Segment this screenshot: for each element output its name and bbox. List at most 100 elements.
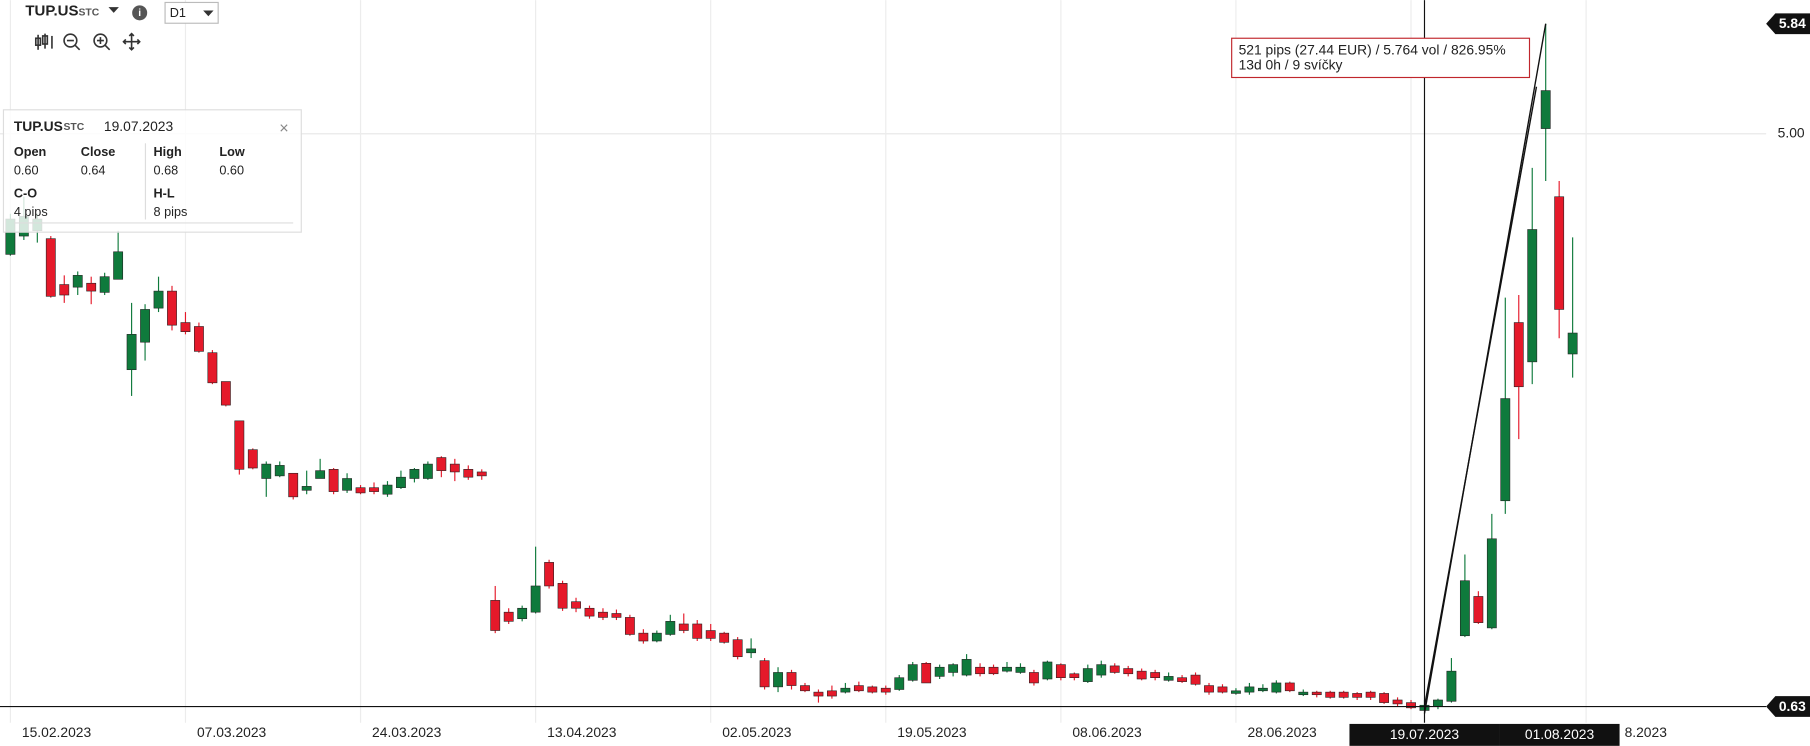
candle-body xyxy=(1123,668,1134,675)
candle-body xyxy=(624,617,635,635)
timeframe-dropdown xyxy=(203,10,214,17)
candle-body xyxy=(1217,686,1228,693)
candle-body xyxy=(1284,682,1295,692)
symbol[interactable]: TUP.US xyxy=(25,3,78,20)
candle-body xyxy=(880,687,891,693)
measure-text: 521 pips (27.44 EUR) / 5.764 vol / 826.9… xyxy=(1239,42,1506,58)
tooltip-label: Open xyxy=(14,145,46,159)
candle-body xyxy=(1298,691,1309,696)
x-tick-label: 19.07.2023 xyxy=(1390,726,1460,742)
x-tick-label: 08.06.2023 xyxy=(1072,724,1142,740)
candle-body xyxy=(598,611,608,618)
x-tick-label: 01.08.2023 xyxy=(1525,726,1595,742)
candle-body xyxy=(274,465,285,477)
candle-body xyxy=(1325,691,1336,698)
candle-body xyxy=(1002,666,1012,672)
candle-body xyxy=(247,449,258,469)
zoom-out-icon[interactable] xyxy=(63,33,81,51)
candle-body xyxy=(827,690,837,697)
candle-body xyxy=(207,352,218,384)
zoom-in-icon[interactable] xyxy=(93,33,111,51)
tooltip-close[interactable]: × xyxy=(279,120,288,138)
candle-body xyxy=(773,672,783,688)
x-tick-label: 13.04.2023 xyxy=(547,724,617,740)
candle-body xyxy=(1473,596,1484,623)
candle-body xyxy=(1096,664,1107,676)
tooltip-market: STC xyxy=(63,122,84,133)
candle-body xyxy=(1567,332,1578,355)
candle-body xyxy=(422,463,433,479)
tooltip-label: H-L xyxy=(154,186,175,200)
candle-body xyxy=(180,322,191,333)
info-icon[interactable] xyxy=(132,5,148,21)
candle-body xyxy=(638,632,649,642)
tooltip-label: High xyxy=(154,145,182,159)
candle-body xyxy=(651,632,662,642)
candle-body xyxy=(759,660,770,688)
candle-body xyxy=(1204,685,1214,693)
candle-body xyxy=(1446,670,1457,702)
candle-body xyxy=(72,275,83,288)
tooltip-value: 8 pips xyxy=(154,205,188,219)
candle-body xyxy=(1177,677,1187,682)
candle-body xyxy=(1352,693,1363,698)
pan-icon[interactable] xyxy=(122,32,141,51)
candle-body xyxy=(140,309,150,343)
candle-body xyxy=(355,487,366,494)
x-tick-label: 02.05.2023 xyxy=(722,724,792,740)
date-highlight xyxy=(1499,723,1620,746)
candle-body xyxy=(719,632,730,643)
candle-body xyxy=(45,238,56,297)
toolbar: TUP.US STC i D1 xyxy=(25,1,219,51)
candle-body xyxy=(86,282,97,292)
candle-body xyxy=(503,611,514,622)
candle-body xyxy=(449,463,460,473)
tooltip-value: 0.60 xyxy=(14,163,39,177)
candle-body xyxy=(544,562,555,587)
tooltip-date: 19.07.2023 xyxy=(104,118,174,134)
x-tick-label: 07.03.2023 xyxy=(197,724,267,740)
candle-body xyxy=(476,471,487,477)
candle-body xyxy=(1527,229,1538,363)
candle-body xyxy=(988,666,999,675)
candle-body xyxy=(153,290,164,309)
tooltip-label: C-O xyxy=(14,186,37,200)
timeframe: D1 xyxy=(170,6,186,20)
candle-body xyxy=(1513,322,1524,388)
candle-body xyxy=(1055,664,1066,678)
chart-type-icon[interactable] xyxy=(34,33,53,50)
candles xyxy=(5,23,1578,711)
candle-body xyxy=(746,648,757,654)
timeframe-select[interactable] xyxy=(164,1,219,24)
candle-body xyxy=(840,687,851,693)
candle-body xyxy=(692,623,703,639)
candle-body xyxy=(1231,690,1241,694)
measure-line xyxy=(1423,86,1538,707)
tooltip-value: 0.68 xyxy=(154,163,179,177)
candle-body xyxy=(1459,580,1470,637)
date-highlight xyxy=(1349,723,1500,746)
tooltip-label: Low xyxy=(219,145,245,159)
candle-body xyxy=(948,664,959,673)
y-tick-label: 5.00 xyxy=(1778,124,1805,140)
candle-body xyxy=(611,613,622,618)
candle-body xyxy=(557,583,568,609)
tooltip-box xyxy=(2,109,302,233)
candle-body xyxy=(1069,673,1080,678)
candle-body xyxy=(328,469,339,492)
candle-body xyxy=(1244,686,1255,693)
candle-body xyxy=(1150,672,1161,678)
symbol-dropdown[interactable] xyxy=(108,7,119,13)
candle-body xyxy=(1163,676,1174,681)
candle-body xyxy=(167,290,177,326)
candle-body xyxy=(1379,693,1389,703)
info-glyph: i xyxy=(138,8,141,19)
tooltip-label: Close xyxy=(81,145,116,159)
candle-body xyxy=(220,381,231,406)
candle-body xyxy=(1029,672,1039,684)
candle-body xyxy=(921,662,932,684)
candle-body xyxy=(975,666,985,675)
candle-body xyxy=(261,463,272,479)
